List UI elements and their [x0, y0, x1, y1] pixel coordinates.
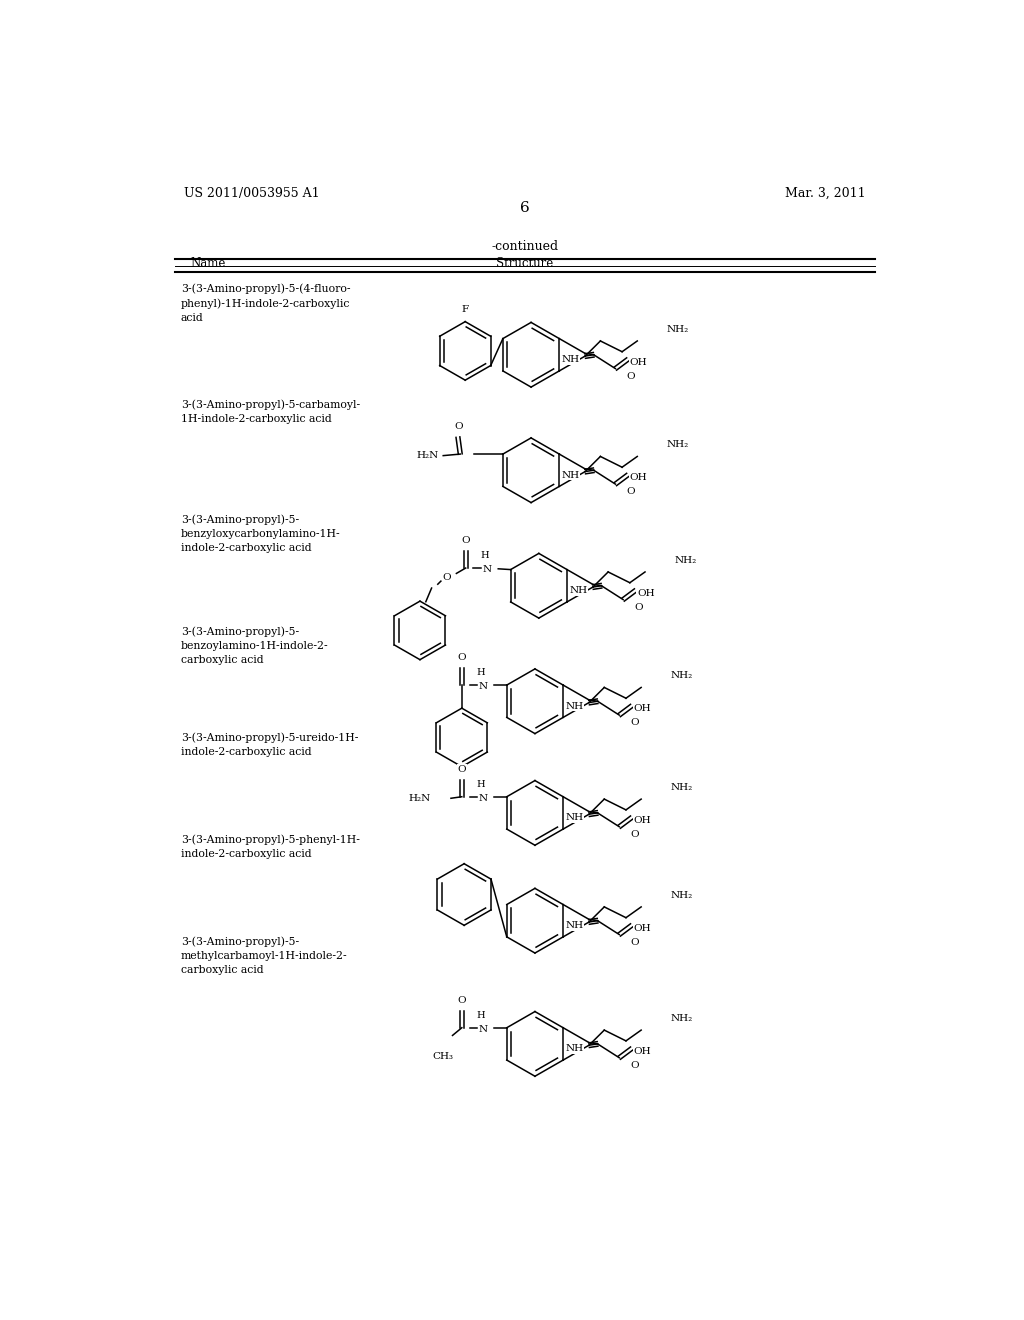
- Text: NH₂: NH₂: [671, 1014, 693, 1023]
- Text: 3-(3-Amino-propyl)-5-
benzoylamino-1H-indole-2-
carboxylic acid: 3-(3-Amino-propyl)-5- benzoylamino-1H-in…: [180, 627, 329, 665]
- Text: F: F: [462, 305, 469, 314]
- Text: H: H: [476, 1011, 484, 1020]
- Text: N: N: [483, 565, 492, 574]
- Text: Mar. 3, 2011: Mar. 3, 2011: [785, 186, 866, 199]
- Text: O: O: [631, 937, 639, 946]
- Text: NH₂: NH₂: [671, 672, 693, 680]
- Text: Name: Name: [190, 256, 225, 269]
- Text: OH: OH: [633, 816, 651, 825]
- Text: US 2011/0053955 A1: US 2011/0053955 A1: [183, 186, 319, 199]
- Text: O: O: [442, 573, 452, 582]
- Text: OH: OH: [633, 705, 651, 713]
- Text: NH: NH: [565, 1044, 584, 1053]
- Text: 3-(3-Amino-propyl)-5-(4-fluoro-
phenyl)-1H-indole-2-carboxylic
acid: 3-(3-Amino-propyl)-5-(4-fluoro- phenyl)-…: [180, 284, 350, 322]
- Text: NH₂: NH₂: [667, 441, 689, 449]
- Text: H₂N: H₂N: [409, 793, 431, 803]
- Text: CH₃: CH₃: [433, 1052, 454, 1061]
- Text: O: O: [455, 422, 463, 430]
- Text: NH: NH: [569, 586, 588, 595]
- Text: NH₂: NH₂: [667, 325, 689, 334]
- Text: H: H: [476, 668, 484, 677]
- Text: Structure: Structure: [497, 256, 553, 269]
- Text: NH₂: NH₂: [671, 783, 693, 792]
- Text: NH₂: NH₂: [671, 891, 693, 900]
- Text: OH: OH: [630, 358, 647, 367]
- Text: O: O: [627, 372, 635, 380]
- Text: O: O: [462, 536, 470, 545]
- Text: NH: NH: [565, 921, 584, 931]
- Text: -continued: -continued: [492, 240, 558, 253]
- Text: 3-(3-Amino-propyl)-5-
methylcarbamoyl-1H-indole-2-
carboxylic acid: 3-(3-Amino-propyl)-5- methylcarbamoyl-1H…: [180, 936, 347, 974]
- Text: O: O: [634, 603, 643, 611]
- Text: 3-(3-Amino-propyl)-5-ureido-1H-
indole-2-carboxylic acid: 3-(3-Amino-propyl)-5-ureido-1H- indole-2…: [180, 733, 358, 756]
- Text: N: N: [479, 1024, 488, 1034]
- Text: N: N: [479, 682, 488, 692]
- Text: OH: OH: [633, 1047, 651, 1056]
- Text: NH: NH: [561, 471, 580, 479]
- Text: 3-(3-Amino-propyl)-5-phenyl-1H-
indole-2-carboxylic acid: 3-(3-Amino-propyl)-5-phenyl-1H- indole-2…: [180, 834, 359, 859]
- Text: O: O: [458, 995, 466, 1005]
- Text: 3-(3-Amino-propyl)-5-
benzyloxycarbonylamino-1H-
indole-2-carboxylic acid: 3-(3-Amino-propyl)-5- benzyloxycarbonyla…: [180, 515, 340, 553]
- Text: OH: OH: [630, 474, 647, 482]
- Text: N: N: [479, 793, 488, 803]
- Text: O: O: [631, 718, 639, 727]
- Text: O: O: [631, 830, 639, 838]
- Text: 3-(3-Amino-propyl)-5-carbamoyl-
1H-indole-2-carboxylic acid: 3-(3-Amino-propyl)-5-carbamoyl- 1H-indol…: [180, 400, 359, 424]
- Text: H: H: [480, 552, 488, 560]
- Text: NH: NH: [565, 702, 584, 710]
- Text: 6: 6: [520, 202, 529, 215]
- Text: NH: NH: [565, 813, 584, 822]
- Text: O: O: [627, 487, 635, 496]
- Text: NH: NH: [561, 355, 580, 364]
- Text: O: O: [458, 653, 466, 663]
- Text: NH₂: NH₂: [675, 556, 696, 565]
- Text: OH: OH: [637, 589, 654, 598]
- Text: H₂N: H₂N: [417, 451, 438, 461]
- Text: OH: OH: [633, 924, 651, 933]
- Text: H: H: [476, 780, 484, 789]
- Text: O: O: [458, 764, 466, 774]
- Text: O: O: [631, 1061, 639, 1069]
